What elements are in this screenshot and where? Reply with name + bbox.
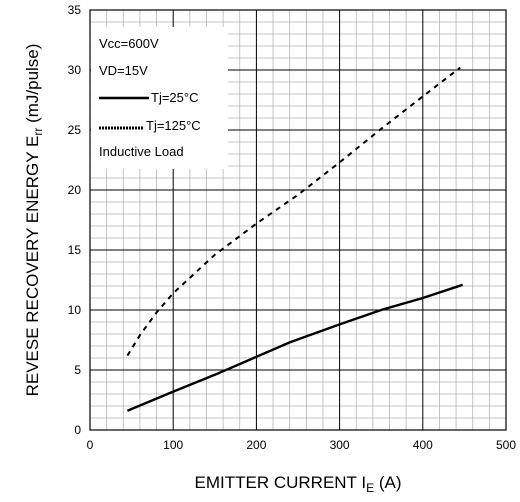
legend-label-tj25: Tj=25°C	[151, 90, 198, 105]
series-line-tj25	[126, 283, 464, 412]
plot-frame	[89, 9, 507, 431]
y-tick-labels: 0 5 10 15 20 25 30 35	[68, 3, 82, 437]
y-tick-label: 0	[74, 423, 81, 437]
legend: Vcc=600V VD=15V Tj=25°C Tj=125°C Inducti…	[91, 27, 228, 169]
y-tick-label: 15	[68, 243, 82, 257]
legend-condition-vcc: Vcc=600V	[99, 36, 159, 51]
legend-inductive-load: Inductive Load	[99, 144, 184, 159]
x-tick-label: 300	[330, 438, 350, 452]
y-tick-label: 25	[68, 123, 82, 137]
series-line-tj125	[126, 66, 461, 357]
x-tick-label: 200	[246, 438, 266, 452]
x-tick-label: 400	[413, 438, 433, 452]
legend-condition-vd: VD=15V	[99, 63, 148, 78]
y-tick-label: 35	[68, 3, 82, 17]
x-tick-labels: 0 100 200 300 400 500	[87, 438, 517, 452]
y-axis-title: REVESE RECOVERY ENERGY Err (mJ/pulse)	[23, 44, 45, 397]
y-tick-label: 10	[68, 303, 82, 317]
y-tick-label: 30	[68, 63, 82, 77]
x-tick-label: 0	[87, 438, 94, 452]
y-tick-label: 20	[68, 183, 82, 197]
x-tick-label: 500	[496, 438, 516, 452]
legend-label-tj125: Tj=125°C	[146, 118, 201, 133]
x-tick-label: 100	[163, 438, 183, 452]
x-axis-title: EMITTER CURRENT IE (A)	[195, 473, 402, 495]
y-tick-label: 5	[74, 363, 81, 377]
series-layer	[126, 66, 464, 412]
